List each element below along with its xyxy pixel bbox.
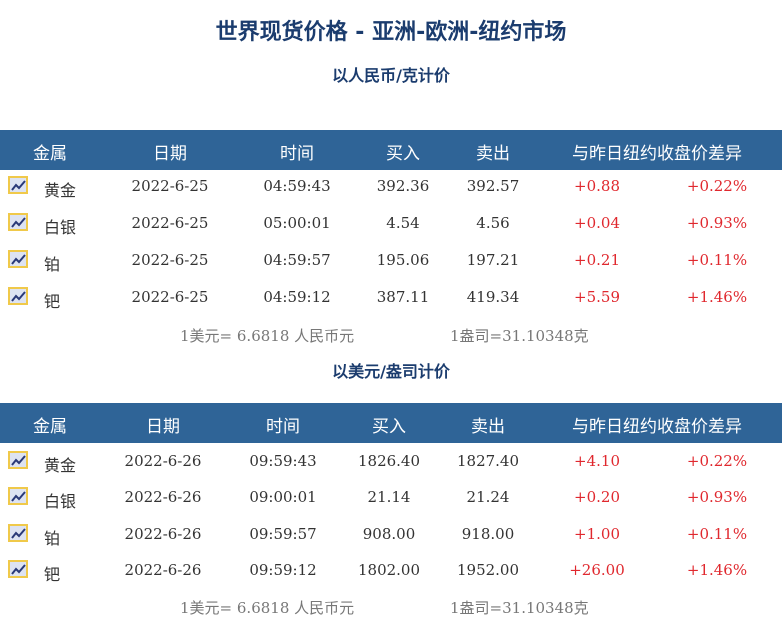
chart-line-icon[interactable] bbox=[8, 560, 28, 578]
table-subtitle: 以美元/盎司计价 bbox=[332, 362, 450, 381]
change-percent: +0.22% bbox=[686, 452, 748, 470]
table-row[interactable]: 黄金 2022-6-25 04:59:43 392.36 392.57 +0.88 +0.2… bbox=[0, 172, 782, 202]
buy-price: 1826.40 bbox=[357, 452, 421, 470]
sell-price: 21.24 bbox=[466, 488, 510, 506]
metal-name[interactable]: 铂 bbox=[44, 529, 61, 548]
column-header: 与昨日纽约收盘价差异 bbox=[572, 144, 742, 164]
exchange-rate: 1美元= 6.6818 人民币元 bbox=[180, 327, 355, 345]
date: 2022-6-26 bbox=[124, 525, 202, 543]
change-value: +0.20 bbox=[574, 488, 620, 506]
change-value: +0.21 bbox=[574, 251, 620, 269]
column-header: 与昨日纽约收盘价差异 bbox=[572, 417, 742, 437]
change-value: +5.59 bbox=[574, 288, 620, 306]
sell-price: 1952.00 bbox=[456, 561, 520, 579]
sell-price: 918.00 bbox=[461, 525, 515, 543]
column-header: 金属 bbox=[33, 144, 67, 164]
table-row[interactable]: 铂 2022-6-26 09:59:57 908.00 918.00 +1.00 +0.11… bbox=[0, 520, 782, 550]
buy-price: 21.14 bbox=[367, 488, 411, 506]
column-header: 日期 bbox=[153, 144, 187, 164]
column-header: 买入 bbox=[386, 144, 420, 164]
column-header: 卖出 bbox=[471, 417, 505, 437]
table-row[interactable]: 钯 2022-6-25 04:59:12 387.11 419.34 +5.59 +1.46… bbox=[0, 283, 782, 313]
time: 09:59:12 bbox=[249, 561, 317, 579]
column-header: 时间 bbox=[266, 417, 300, 437]
buy-price: 1802.00 bbox=[357, 561, 421, 579]
change-value: +26.00 bbox=[569, 561, 625, 579]
buy-price: 392.36 bbox=[376, 177, 430, 195]
metal-name[interactable]: 黄金 bbox=[44, 456, 77, 475]
date: 2022-6-25 bbox=[131, 251, 209, 269]
date: 2022-6-25 bbox=[131, 177, 209, 195]
table-row[interactable]: 白银 2022-6-25 05:00:01 4.54 4.56 +0.04 +0.93% bbox=[0, 209, 782, 239]
date: 2022-6-26 bbox=[124, 452, 202, 470]
chart-line-icon[interactable] bbox=[8, 524, 28, 542]
change-percent: +0.11% bbox=[686, 525, 748, 543]
time: 09:59:43 bbox=[249, 452, 317, 470]
exchange-rate: 1美元= 6.6818 人民币元 bbox=[180, 599, 355, 617]
date: 2022-6-25 bbox=[131, 214, 209, 232]
column-header: 卖出 bbox=[476, 144, 510, 164]
time: 09:59:57 bbox=[249, 525, 317, 543]
chart-line-icon[interactable] bbox=[8, 176, 28, 194]
chart-line-icon[interactable] bbox=[8, 250, 28, 268]
sell-price: 4.56 bbox=[476, 214, 510, 232]
ounce-conversion: 1盎司=31.10348克 bbox=[450, 599, 589, 617]
table-header: 金属 日期 时间 买入 卖出 与昨日纽约收盘价差异 bbox=[0, 130, 782, 170]
metal-name[interactable]: 白银 bbox=[44, 492, 77, 511]
date: 2022-6-25 bbox=[131, 288, 209, 306]
change-value: +0.04 bbox=[574, 214, 620, 232]
date: 2022-6-26 bbox=[124, 561, 202, 579]
metal-name[interactable]: 黄金 bbox=[44, 181, 77, 200]
date: 2022-6-26 bbox=[124, 488, 202, 506]
metal-name[interactable]: 白银 bbox=[44, 218, 77, 237]
metal-name[interactable]: 铂 bbox=[44, 255, 61, 274]
chart-line-icon[interactable] bbox=[8, 213, 28, 231]
change-percent: +0.93% bbox=[686, 214, 748, 232]
buy-price: 4.54 bbox=[386, 214, 420, 232]
time: 09:00:01 bbox=[249, 488, 317, 506]
chart-line-icon[interactable] bbox=[8, 451, 28, 469]
column-header: 时间 bbox=[280, 144, 314, 164]
sell-price: 419.34 bbox=[466, 288, 520, 306]
buy-price: 387.11 bbox=[376, 288, 430, 306]
column-header: 日期 bbox=[146, 417, 180, 437]
chart-line-icon[interactable] bbox=[8, 287, 28, 305]
time: 05:00:01 bbox=[263, 214, 331, 232]
change-value: +1.00 bbox=[574, 525, 620, 543]
metal-name[interactable]: 钯 bbox=[44, 565, 61, 584]
sell-price: 1827.40 bbox=[456, 452, 520, 470]
time: 04:59:57 bbox=[263, 251, 331, 269]
metal-name[interactable]: 钯 bbox=[44, 292, 61, 311]
change-value: +0.88 bbox=[574, 177, 620, 195]
change-percent: +0.93% bbox=[686, 488, 748, 506]
time: 04:59:12 bbox=[263, 288, 331, 306]
table-header: 金属 日期 时间 买入 卖出 与昨日纽约收盘价差异 bbox=[0, 403, 782, 443]
table-row[interactable]: 铂 2022-6-25 04:59:57 195.06 197.21 +0.21 +0.11… bbox=[0, 246, 782, 276]
table-subtitle: 以人民币/克计价 bbox=[332, 66, 450, 85]
table-row[interactable]: 黄金 2022-6-26 09:59:43 1826.40 1827.40 +4.10 +0… bbox=[0, 447, 782, 477]
change-percent: +1.46% bbox=[686, 561, 748, 579]
table-row[interactable]: 钯 2022-6-26 09:59:12 1802.00 1952.00 +26.00 +1… bbox=[0, 556, 782, 586]
ounce-conversion: 1盎司=31.10348克 bbox=[450, 327, 589, 345]
time: 04:59:43 bbox=[263, 177, 331, 195]
buy-price: 908.00 bbox=[362, 525, 416, 543]
chart-line-icon[interactable] bbox=[8, 487, 28, 505]
change-value: +4.10 bbox=[574, 452, 620, 470]
table-row[interactable]: 白银 2022-6-26 09:00:01 21.14 21.24 +0.20 +0.93% bbox=[0, 483, 782, 513]
change-percent: +1.46% bbox=[686, 288, 748, 306]
buy-price: 195.06 bbox=[376, 251, 430, 269]
sell-price: 197.21 bbox=[466, 251, 520, 269]
page-title: 世界现货价格 - 亚洲-欧洲-纽约市场 bbox=[215, 20, 567, 45]
column-header: 金属 bbox=[33, 417, 67, 437]
change-percent: +0.11% bbox=[686, 251, 748, 269]
change-percent: +0.22% bbox=[686, 177, 748, 195]
sell-price: 392.57 bbox=[466, 177, 520, 195]
column-header: 买入 bbox=[372, 417, 406, 437]
